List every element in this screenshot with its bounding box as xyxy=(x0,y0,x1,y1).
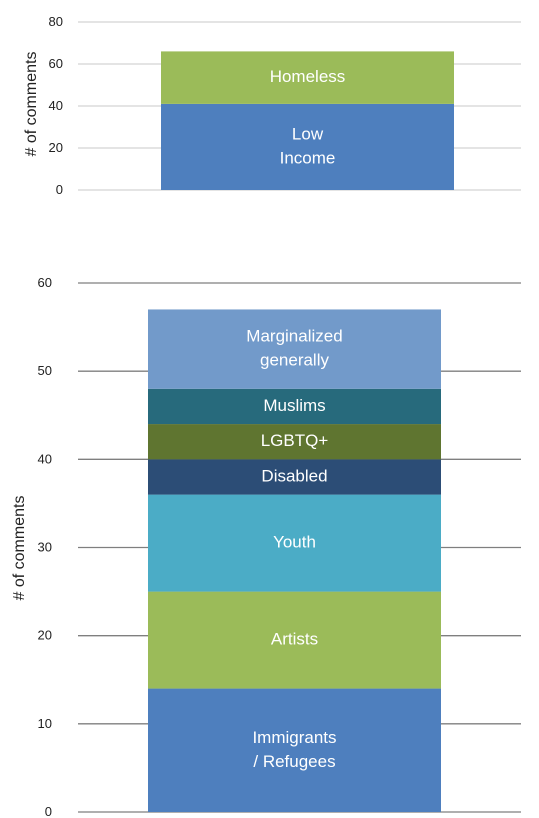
segment-label: Youth xyxy=(273,533,316,552)
y-tick-label: 20 xyxy=(49,140,63,155)
segment-label: Marginalized xyxy=(246,327,342,346)
y-axis-label: # of comments xyxy=(23,52,40,157)
segment-label: LGBTQ+ xyxy=(261,431,329,450)
segment-label: Disabled xyxy=(261,466,327,485)
y-axis-label: # of comments xyxy=(11,496,28,601)
segment-label: Artists xyxy=(271,630,318,649)
y-tick-label: 40 xyxy=(49,98,63,113)
y-tick-label: 0 xyxy=(56,182,63,197)
bar-segment[interactable] xyxy=(148,591,441,689)
segment-label: generally xyxy=(260,351,329,370)
bar-segment[interactable] xyxy=(148,459,441,495)
bar-segment[interactable] xyxy=(148,424,441,460)
segment-label: Homeless xyxy=(270,67,346,86)
y-tick-label: 20 xyxy=(38,628,52,643)
bar-segment[interactable] xyxy=(161,103,454,190)
segment-label: Immigrants xyxy=(252,728,336,747)
y-tick-label: 60 xyxy=(38,275,52,290)
bar-segment[interactable] xyxy=(161,51,454,104)
bar-segment[interactable] xyxy=(148,494,441,592)
segment-label: Muslims xyxy=(263,396,325,415)
y-tick-label: 0 xyxy=(45,804,52,818)
segment-label: Low xyxy=(292,124,324,143)
y-tick-label: 80 xyxy=(49,14,63,29)
segment-label: Income xyxy=(280,148,336,167)
y-tick-label: 60 xyxy=(49,56,63,71)
chart-2: 0 10 20 30 40 50 60 Immigrants / Refugees Artists… xyxy=(11,275,521,818)
y-tick-label: 10 xyxy=(38,716,52,731)
bar-segment[interactable] xyxy=(148,688,441,812)
y-tick-label: 30 xyxy=(38,540,52,555)
y-tick-label: 40 xyxy=(38,451,52,466)
chart-1: 0 20 40 60 80 Low Income Homeless # of comments xyxy=(23,14,521,197)
segment-label: / Refugees xyxy=(253,752,335,771)
y-tick-label: 50 xyxy=(38,363,52,378)
bar-segment[interactable] xyxy=(148,309,441,389)
bar-segment[interactable] xyxy=(148,388,441,425)
